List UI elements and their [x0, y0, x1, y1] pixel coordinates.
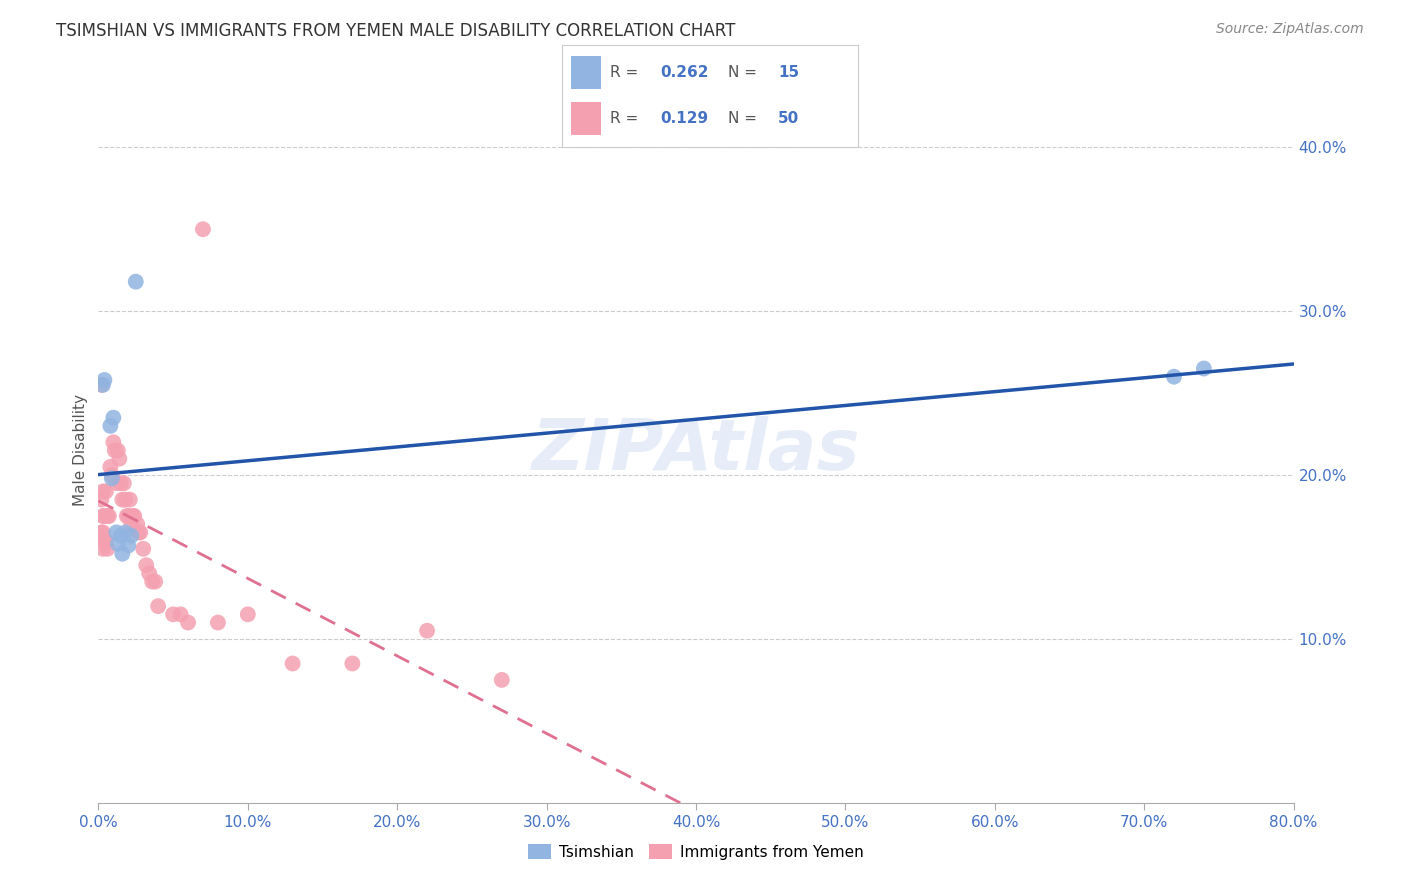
Point	[103, 410, 125, 425]
Point	[101, 471, 124, 485]
Point	[125, 275, 148, 289]
Point	[120, 517, 142, 532]
Point	[96, 508, 118, 523]
Point	[112, 476, 135, 491]
Text: 0.129: 0.129	[659, 111, 709, 126]
Point	[120, 529, 142, 543]
Point	[98, 459, 122, 474]
Point	[107, 443, 129, 458]
Point	[115, 508, 138, 523]
Point	[90, 378, 112, 392]
Point	[135, 558, 157, 573]
Point	[111, 492, 134, 507]
Point	[177, 615, 200, 630]
Text: 15: 15	[778, 65, 799, 79]
Point	[1192, 361, 1215, 376]
Point	[491, 673, 513, 687]
Point	[101, 468, 124, 483]
Text: R =: R =	[610, 111, 643, 126]
Point	[342, 657, 364, 671]
Point	[117, 508, 139, 523]
Point	[97, 508, 120, 523]
Text: TSIMSHIAN VS IMMIGRANTS FROM YEMEN MALE DISABILITY CORRELATION CHART: TSIMSHIAN VS IMMIGRANTS FROM YEMEN MALE …	[56, 22, 735, 40]
Point	[114, 492, 136, 507]
Point	[207, 615, 229, 630]
Point	[118, 492, 141, 507]
Point	[143, 574, 166, 589]
Text: 50: 50	[778, 111, 799, 126]
Point	[98, 418, 122, 433]
FancyBboxPatch shape	[571, 56, 600, 88]
Text: 0.262: 0.262	[659, 65, 709, 79]
Text: R =: R =	[610, 65, 643, 79]
Text: N =: N =	[728, 111, 762, 126]
Point	[94, 533, 117, 548]
Point	[90, 492, 112, 507]
Point	[236, 607, 259, 622]
Point	[148, 599, 170, 614]
Point	[127, 517, 149, 532]
Point	[104, 443, 127, 458]
Point	[281, 657, 304, 671]
Point	[91, 508, 114, 523]
Point	[91, 525, 114, 540]
Point	[93, 373, 115, 387]
Point	[169, 607, 191, 622]
Point	[91, 484, 114, 499]
Point	[129, 525, 152, 540]
Point	[111, 547, 134, 561]
Point	[91, 541, 114, 556]
Y-axis label: Male Disability: Male Disability	[73, 394, 89, 507]
Point	[103, 435, 125, 450]
Point	[416, 624, 439, 638]
Point	[107, 537, 129, 551]
Text: Source: ZipAtlas.com: Source: ZipAtlas.com	[1216, 22, 1364, 37]
Point	[91, 378, 114, 392]
Point	[162, 607, 184, 622]
Point	[110, 476, 132, 491]
Point	[138, 566, 160, 581]
Point	[108, 451, 131, 466]
Point	[105, 525, 128, 540]
Text: N =: N =	[728, 65, 762, 79]
Point	[93, 533, 115, 548]
FancyBboxPatch shape	[571, 102, 600, 135]
Point	[105, 476, 128, 491]
Point	[94, 484, 117, 499]
Legend: Tsimshian, Immigrants from Yemen: Tsimshian, Immigrants from Yemen	[523, 838, 869, 865]
Point	[191, 222, 214, 236]
Point	[121, 508, 143, 523]
Point	[141, 574, 163, 589]
Point	[1163, 369, 1185, 384]
Point	[110, 529, 132, 543]
Point	[124, 508, 146, 523]
Text: ZIPAtlas: ZIPAtlas	[531, 416, 860, 485]
Point	[90, 525, 112, 540]
Point	[132, 541, 155, 556]
Point	[114, 525, 136, 540]
Point	[96, 541, 118, 556]
Point	[128, 525, 150, 540]
Point	[117, 539, 139, 553]
Point	[93, 508, 115, 523]
